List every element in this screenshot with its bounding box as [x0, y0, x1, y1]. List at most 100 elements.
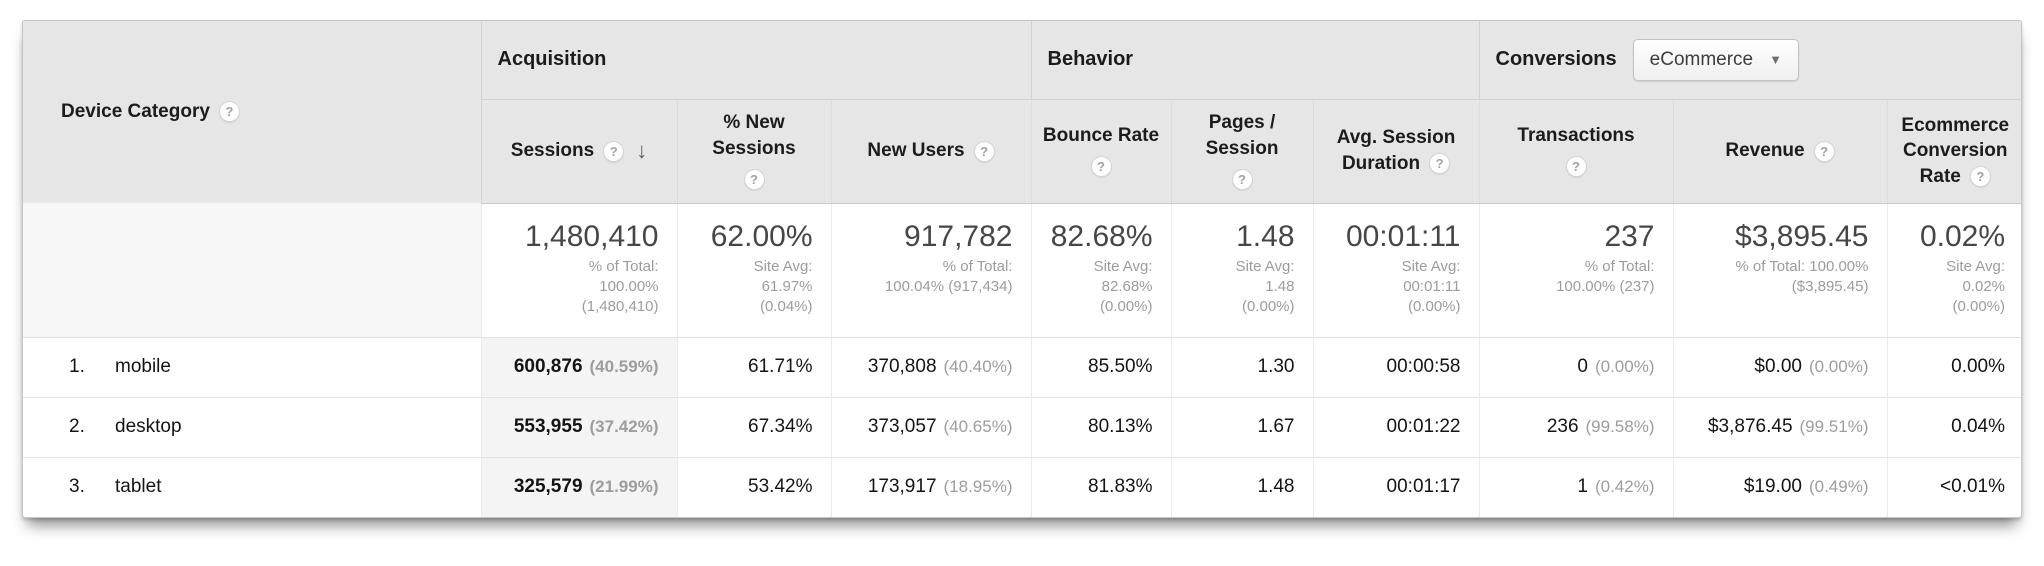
cell-pages-session: 1.30 [1171, 336, 1314, 397]
new-users-label: New Users [867, 140, 965, 162]
cell-avg-session-duration: 00:01:22 [1313, 396, 1480, 457]
totals-percent-new-sessions: 62.00% Site Avg: 61.97% (0.04%) [677, 203, 832, 338]
total-subtext: Site Avg: 82.68% (0.00%) [1093, 258, 1153, 316]
cell-ecommerce-conversion-rate: <0.01% [1887, 456, 2021, 517]
row-label: desktop [115, 416, 182, 437]
help-icon[interactable]: ? [603, 140, 625, 162]
column-header-device-category[interactable]: Device Category? [23, 21, 482, 203]
chevron-down-icon: ▼ [1769, 52, 1783, 68]
column-header-percent-new-sessions[interactable]: % New Sessions ? [677, 99, 832, 204]
cell-bounce-rate: 80.13% [1031, 396, 1172, 457]
table-row-desktop: 2. desktop 553,955 (37.42%) 67.34% 373,057… [23, 396, 2021, 457]
totals-new-users: 917,782 % of Total: 100.04% (917,434) [831, 203, 1032, 338]
help-icon[interactable]: ? [743, 168, 765, 190]
help-icon[interactable]: ? [1231, 168, 1253, 190]
help-icon[interactable]: ? [1565, 155, 1587, 177]
cell-pages-session: 1.48 [1171, 456, 1314, 517]
total-subtext: % of Total: 100.00% ($3,895.45) [1735, 258, 1869, 296]
behavior-label: Behavior [1047, 48, 1134, 71]
group-header-behavior: Behavior [1031, 21, 1480, 100]
cell-ecommerce-conversion-rate: 0.04% [1887, 396, 2021, 457]
totals-row: 1,480,410 % of Total: 100.00% (1,480,410) … [23, 203, 2021, 338]
group-header-conversions: Conversions eCommerce ▼ [1479, 21, 2021, 100]
transactions-label: Transactions [1517, 124, 1635, 146]
help-icon[interactable]: ? [973, 140, 995, 162]
cell-revenue: $19.00 (0.49%) [1673, 456, 1888, 517]
revenue-label: Revenue [1725, 140, 1805, 162]
cell-avg-session-duration: 00:01:17 [1313, 456, 1480, 517]
cell-new-users: 173,917 (18.95%) [831, 456, 1032, 517]
help-icon[interactable]: ? [1813, 140, 1835, 162]
total-subtext: Site Avg: 1.48 (0.00%) [1235, 258, 1295, 316]
column-header-sessions[interactable]: Sessions? ↓ [481, 99, 678, 204]
column-header-transactions[interactable]: Transactions ? [1479, 99, 1674, 204]
cell-transactions: 0 (0.00%) [1479, 336, 1674, 397]
cell-new-users: 373,057 (40.65%) [831, 396, 1032, 457]
cell-revenue: $0.00 (0.00%) [1673, 336, 1888, 397]
pages-session-label: Pages / Session [1205, 112, 1279, 159]
table-row-tablet: 3. tablet 325,579 (21.99%) 53.42% 173,917(… [23, 456, 2021, 517]
total-subtext: Site Avg: 00:01:11 (0.00%) [1401, 258, 1461, 316]
bounce-rate-label: Bounce Rate [1042, 124, 1160, 146]
totals-pages-session: 1.48 Site Avg: 1.48 (0.00%) [1171, 203, 1314, 338]
cell-transactions: 236 (99.58%) [1479, 396, 1674, 457]
total-subtext: Site Avg: 0.02% (0.00%) [1946, 258, 2006, 316]
acquisition-label: Acquisition [497, 48, 607, 71]
totals-dimension-cell [23, 203, 482, 338]
sessions-label: Sessions [510, 140, 595, 162]
cell-revenue: $3,876.45 (99.51%) [1673, 396, 1888, 457]
column-header-revenue[interactable]: Revenue? [1673, 99, 1888, 204]
conversions-goal-selector-dropdown[interactable]: eCommerce ▼ [1632, 38, 1800, 81]
total-value: 1.48 [1236, 219, 1295, 253]
column-header-bounce-rate[interactable]: Bounce Rate ? [1031, 99, 1172, 204]
avg-session-duration-label: Avg. Session Duration [1336, 127, 1456, 174]
dimension-cell: 1. mobile [23, 336, 482, 397]
cell-percent-new-sessions: 61.71% [677, 336, 832, 397]
table-row-mobile: 1. mobile 600,876 (40.59%) 61.71% 370,808(… [23, 336, 2021, 397]
cell-avg-session-duration: 00:00:58 [1313, 336, 1480, 397]
help-icon[interactable]: ? [1090, 155, 1112, 177]
total-value: $3,895.45 [1735, 219, 1869, 253]
cell-ecommerce-conversion-rate: 0.00% [1887, 336, 2021, 397]
help-icon[interactable]: ? [1969, 166, 1991, 188]
column-header-new-users[interactable]: New Users? [831, 99, 1032, 204]
help-icon[interactable]: ? [218, 101, 240, 123]
totals-revenue: $3,895.45 % of Total: 100.00% ($3,895.45) [1673, 203, 1888, 338]
column-header-pages-session[interactable]: Pages / Session ? [1171, 99, 1314, 204]
conversions-label: Conversions [1495, 48, 1617, 71]
device-category-label: Device Category [61, 101, 210, 122]
cell-sessions: 325,579 (21.99%) [481, 456, 678, 517]
row-index: 3. [69, 476, 85, 498]
cell-pages-session: 1.67 [1171, 396, 1314, 457]
selected-goal-set: eCommerce [1649, 48, 1754, 70]
total-value: 1,480,410 [525, 219, 659, 253]
group-header-acquisition: Acquisition [481, 21, 1032, 100]
total-subtext: Site Avg: 61.97% (0.04%) [753, 258, 813, 316]
total-value: 917,782 [904, 219, 1013, 253]
totals-ecommerce-conversion-rate: 0.02% Site Avg: 0.02% (0.00%) [1887, 203, 2021, 338]
total-value: 00:01:11 [1345, 219, 1461, 253]
cell-percent-new-sessions: 53.42% [677, 456, 832, 517]
totals-sessions: 1,480,410 % of Total: 100.00% (1,480,410) [481, 203, 678, 338]
cell-transactions: 1 (0.42%) [1479, 456, 1674, 517]
totals-transactions: 237 % of Total: 100.00% (237) [1479, 203, 1674, 338]
total-value: 62.00% [710, 219, 813, 253]
row-index: 1. [69, 356, 85, 377]
cell-percent-new-sessions: 67.34% [677, 396, 832, 457]
cell-new-users: 370,808 (40.40%) [831, 336, 1032, 397]
analytics-data-table: Device Category? Acquisition Behavior Co… [22, 20, 2022, 518]
sort-descending-icon: ↓ [636, 138, 648, 164]
totals-avg-session-duration: 00:01:11 Site Avg: 00:01:11 (0.00%) [1313, 203, 1480, 338]
column-header-ecommerce-conversion-rate[interactable]: Ecommerce Conversion Rate? [1887, 99, 2021, 204]
column-header-avg-session-duration[interactable]: Avg. Session Duration? [1313, 99, 1480, 204]
total-subtext: % of Total: 100.04% (917,434) [884, 258, 1013, 296]
total-subtext: % of Total: 100.00% (237) [1556, 258, 1655, 296]
percent-new-sessions-label: % New Sessions [712, 112, 796, 159]
row-index: 2. [69, 416, 85, 437]
total-value: 0.02% [1919, 219, 2006, 253]
cell-bounce-rate: 85.50% [1031, 336, 1172, 397]
row-label: mobile [115, 356, 171, 377]
help-icon[interactable]: ? [1429, 153, 1451, 175]
row-label: tablet [115, 476, 162, 498]
dimension-cell: 3. tablet [23, 456, 482, 517]
